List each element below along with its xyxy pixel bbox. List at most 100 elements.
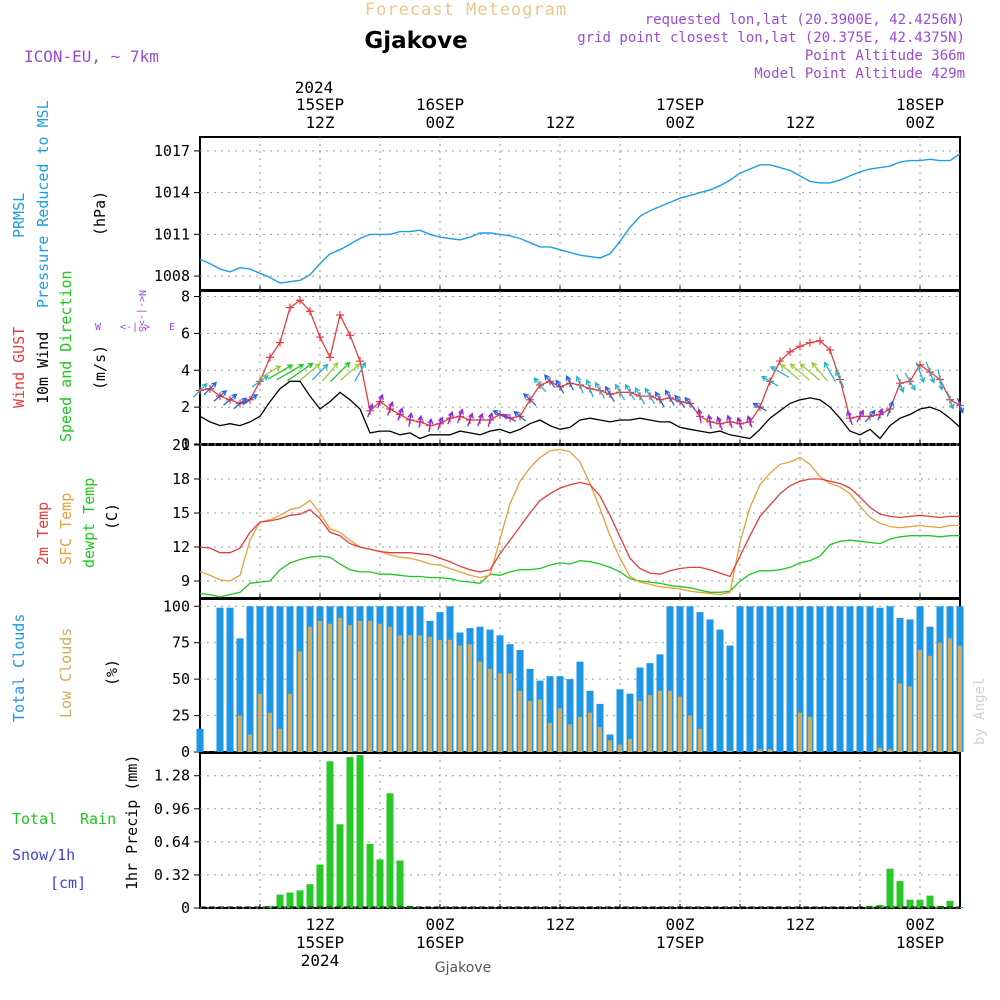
wind-arrow (835, 369, 845, 389)
wind-dir-label: Speed and Direction (57, 270, 75, 442)
wind-arrow (789, 363, 810, 381)
top-time-label: 12Z (306, 113, 335, 132)
precip-panel-labels: Total Rain Snow/1h [cm] 1hr Precip (mm) (12, 755, 141, 892)
wind-arrow (706, 413, 713, 429)
total-cloud-bar (226, 607, 234, 752)
total-cloud-bar (546, 676, 554, 752)
low-cloud-bar (568, 724, 572, 752)
wind-arrow (544, 374, 556, 388)
gust-point (806, 338, 814, 347)
wind-arrow (492, 410, 507, 419)
wind-arrow (594, 381, 606, 399)
bottom-time-label: 12Z (786, 915, 815, 934)
wind-arrow (311, 363, 329, 381)
low-cloud-bar (458, 645, 462, 752)
precip-bar (886, 868, 894, 908)
precip-bar (876, 904, 884, 908)
pressure-series-line (199, 153, 961, 284)
total-cloud-bar (876, 607, 884, 752)
wind-arrow (276, 363, 305, 381)
low-cloud-bar (268, 712, 272, 752)
low-cloud-bar (408, 635, 412, 752)
wind-arrow (523, 392, 537, 407)
total-cloud-bar (786, 606, 794, 752)
total-cloud-bar (686, 606, 694, 752)
low-cloud-bar (248, 734, 252, 752)
bottom-time-label: 12Z (306, 915, 335, 934)
wind-arrow (376, 393, 384, 409)
top-time-label: 12Z (546, 113, 575, 132)
wind-arrow (846, 410, 854, 426)
total-cloud-bar (246, 606, 254, 752)
clouds-unit-label: (%) (103, 659, 121, 686)
low-cloud-bar (678, 696, 682, 752)
wind-arrow (937, 369, 945, 392)
wind-arrow (716, 415, 724, 431)
low-cloud-bar (258, 693, 262, 752)
total-cloud-bar (696, 612, 704, 752)
gust-point (786, 347, 794, 356)
total-cloud-bar (836, 606, 844, 752)
low-cloud-bar (768, 749, 772, 752)
bottom-time-label: 00Z (426, 915, 455, 934)
wind-panel-labels: Wind GUST 10m Wind Speed and Direction (… (10, 270, 175, 442)
total-cloud-bar (906, 619, 914, 752)
wind-arrow (242, 394, 259, 406)
precip-bar (386, 793, 394, 908)
point-altitude: Point Altitude 366m (805, 48, 965, 64)
total-cloud-bar (256, 606, 264, 752)
footer-location: Gjakove (435, 960, 491, 976)
total-cloud-bar (286, 606, 294, 752)
low-cloud-bar (888, 749, 892, 752)
wind-arrow (575, 375, 584, 394)
temp-ytick-label: 21 (172, 436, 190, 454)
compass-vert-mid: <-|-> (136, 296, 147, 326)
pressure-panel: 1008 1011 1014 1017 (154, 136, 961, 291)
temp-panel-labels: 2m Temp SFC Temp dewpt Temp (C) (34, 478, 121, 568)
total-cloud-bar (726, 645, 734, 752)
wind-arrow (267, 364, 294, 380)
low-cloud-bar (588, 712, 592, 752)
wind-arrow (823, 361, 837, 382)
low-cloud-bar (438, 639, 442, 752)
wind-arrow (769, 366, 790, 378)
precip-bar (266, 905, 274, 908)
wind-arrow (644, 387, 656, 405)
low-cloud-bar (358, 620, 362, 752)
low-cloud-bar (728, 750, 732, 752)
grid-point-coords: grid point closest lon,lat (20.375E, 42.… (577, 30, 965, 46)
precip-bar (946, 900, 954, 908)
precip-ytick-label: 0.96 (154, 800, 190, 818)
top-year-label: 2024 (295, 78, 334, 97)
total-cloud-bar (796, 606, 804, 752)
gust-point (276, 338, 284, 347)
low-cloud-bar (558, 708, 562, 752)
wind-arrow (752, 402, 767, 412)
top-time-label: 00Z (666, 113, 695, 132)
wind-ytick-label: 8 (181, 288, 190, 306)
wind-arrow (437, 416, 444, 431)
total-cloud-bar (676, 606, 684, 752)
low-cloud-bar (488, 668, 492, 752)
low-cloud-bar (618, 744, 622, 752)
bottom-time-label: 16SEP (416, 933, 464, 952)
total-cloud-bar (716, 629, 724, 752)
total-cloud-bar (776, 606, 784, 752)
low-cloud-bar (948, 638, 952, 752)
low-cloud-bar (918, 650, 922, 752)
t2m-series-line (199, 478, 960, 578)
wind-arrow (736, 416, 743, 430)
total-cloud-bar (756, 606, 764, 752)
low-cloud-bar (318, 620, 322, 752)
wind-arrow (192, 382, 208, 398)
low-cloud-bar (658, 690, 662, 752)
low-cloud-bar (578, 717, 582, 752)
top-time-label: 12Z (786, 113, 815, 132)
wind-arrow (287, 362, 314, 382)
wind-arrow (407, 411, 414, 427)
wind-arrow (259, 365, 282, 379)
precip-bar (376, 859, 384, 908)
total-clouds-label: Total Clouds (10, 614, 28, 722)
